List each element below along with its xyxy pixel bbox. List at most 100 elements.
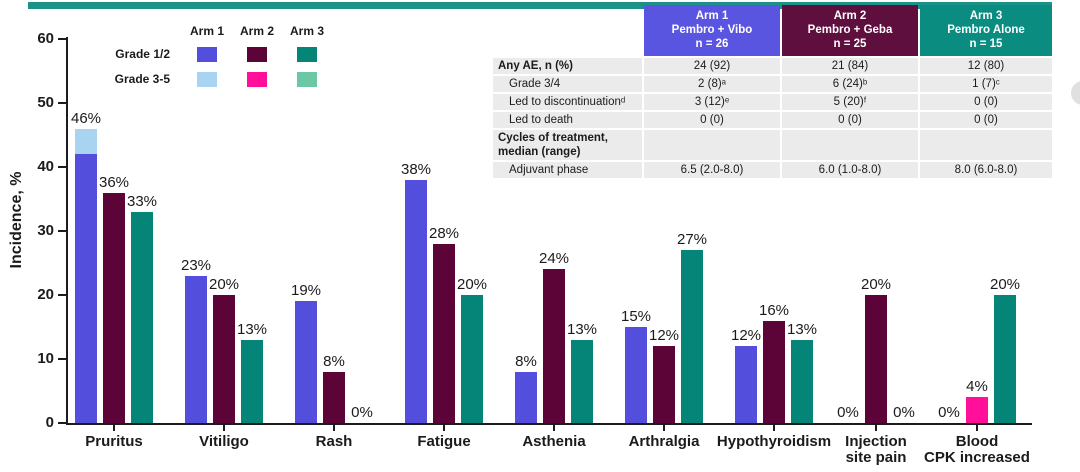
x-tick-mark (875, 425, 877, 431)
x-tick-mark (333, 425, 335, 431)
bar-arm1-grade12 (515, 371, 537, 423)
legend-swatch-cell (232, 67, 282, 92)
bar-value-label: 20% (860, 276, 892, 293)
y-tick-mark (58, 166, 66, 168)
table-header-line: n = 15 (969, 38, 1003, 50)
table-cell-arm1: 6.5 (2.0-8.0) (644, 162, 780, 178)
y-tick-label: 10 (37, 350, 54, 367)
legend-swatch-arm3-row2 (297, 72, 317, 87)
table-corner-cell (493, 5, 642, 56)
table-cell-arm3: 12 (80) (920, 58, 1052, 74)
bar-value-label: 4% (966, 378, 988, 396)
bar-value-label: 38% (400, 160, 432, 178)
table-cell-arm1: 24 (92) (644, 58, 780, 74)
bar-value-label: 19% (290, 282, 322, 300)
bar-value-label: 0% (837, 404, 859, 421)
x-tick-mark (223, 425, 225, 431)
y-tick-label: 50 (37, 94, 54, 111)
y-tick-label: 30 (37, 222, 54, 239)
table-header-arm3: Arm 3 Pembro Alone n = 15 (920, 5, 1052, 56)
bar-value-label: 23% (180, 256, 212, 274)
x-axis-line (66, 423, 1032, 425)
category-label: Injection site pain (845, 433, 907, 466)
category-label: Blood CPK increased (924, 433, 1030, 466)
bar-value-label: 20% (208, 276, 240, 293)
bar-value-label: 0% (893, 404, 915, 421)
category-label: Arthralgia (628, 433, 700, 450)
bar-arm1-grade12 (735, 346, 757, 423)
legend-row-label: Grade 1/2 (115, 47, 170, 61)
legend-swatch-arm3-row1 (297, 47, 317, 62)
y-tick-label: 0 (45, 414, 54, 431)
y-tick-mark (58, 230, 66, 232)
bar-arm3-grade12 (461, 295, 483, 423)
legend-swatch-arm1-row2 (197, 72, 217, 87)
bar-arm3-grade12 (681, 250, 703, 423)
top-accent-band (28, 2, 1052, 9)
table-header-line: n = 25 (833, 38, 867, 50)
table-cell-arm1: 3 (12)ᵉ (644, 94, 780, 110)
legend-swatch-cell (282, 42, 332, 67)
bar-value-label: 36% (98, 173, 130, 191)
y-tick-mark (58, 294, 66, 296)
table-header-line: Pembro + Vibo (671, 24, 753, 36)
bar-arm2-grade12 (213, 295, 235, 423)
bar-value-label: 13% (566, 320, 598, 338)
bar-arm2-grade12 (865, 295, 887, 423)
bar-arm1-grade12 (405, 179, 427, 423)
y-tick-mark (58, 102, 66, 104)
bar-arm3-grade12 (791, 339, 813, 423)
category-label: Hypothyroidism (716, 433, 832, 450)
bar-value-label: 8% (323, 352, 345, 370)
table-cell-arm2: 0 (0) (782, 112, 918, 128)
y-tick-label: 60 (37, 30, 54, 47)
bar-arm3-grade12 (131, 211, 153, 423)
bar-arm1-grade12 (295, 301, 317, 423)
bar-value-label: 33% (126, 192, 158, 210)
bar-arm2-grade12 (323, 371, 345, 423)
x-tick-mark (113, 425, 115, 431)
y-tick-mark (58, 358, 66, 360)
table-cell-arm3: 1 (7)ᶜ (920, 76, 1052, 92)
legend-arm-header-1: Arm 1 (189, 24, 224, 38)
table-row-label: Led to death (493, 112, 642, 128)
table-header-line: Pembro Alone (947, 24, 1025, 36)
bar-value-label: 12% (648, 327, 680, 345)
category-label: Vitiligo (199, 433, 249, 450)
table-cell-arm2: 6.0 (1.0-8.0) (782, 162, 918, 178)
bar-arm2-grade12 (433, 243, 455, 423)
bar-arm2-grade12 (103, 192, 125, 423)
x-tick-mark (663, 425, 665, 431)
x-tick-mark (976, 425, 978, 431)
y-tick-label: 20 (37, 286, 54, 303)
legend-swatch-cell (182, 67, 232, 92)
legend-swatch-arm2-row1 (247, 47, 267, 62)
table-row-label: Grade 3/4 (493, 76, 642, 92)
legend-row-label: Grade 3-5 (114, 72, 170, 86)
bar-value-label: 0% (938, 404, 960, 421)
bar-arm3-grade12 (994, 295, 1016, 423)
table-header-line: n = 26 (695, 38, 729, 50)
table-row-label: Any AE, n (%) (493, 58, 642, 74)
bar-value-label: 13% (786, 320, 818, 338)
table-header-line: Pembro + Geba (807, 24, 893, 36)
table-row-label: Cycles of treatment, median (range) (493, 130, 642, 160)
category-label: Rash (315, 433, 353, 450)
legend-arm-header-2: Arm 2 (239, 24, 274, 38)
table-cell-arm2: 6 (24)ᵇ (782, 76, 918, 92)
y-tick-mark (58, 38, 66, 40)
legend-corner (98, 22, 182, 42)
bar-value-label: 12% (730, 327, 762, 345)
table-cell-arm1: 0 (0) (644, 112, 780, 128)
bar-arm2-grade12 (763, 320, 785, 423)
bar-value-label: 24% (538, 250, 570, 268)
table-header-line: Arm 2 (833, 10, 867, 22)
table-cell-arm1 (644, 130, 780, 160)
category-label: Pruritus (85, 433, 143, 450)
table-cell-arm3: 8.0 (6.0-8.0) (920, 162, 1052, 178)
bar-value-label: 20% (456, 276, 488, 293)
bar-arm2-grade35 (966, 397, 988, 423)
bar-value-label: 28% (428, 224, 460, 242)
legend-swatch-cell (232, 42, 282, 67)
